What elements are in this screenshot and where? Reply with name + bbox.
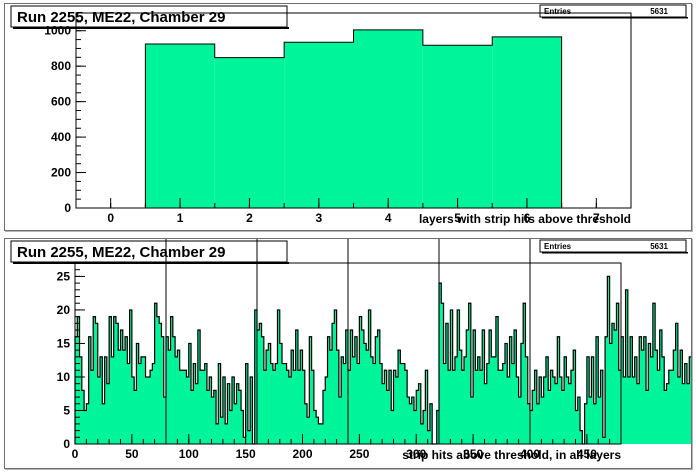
x-tick-label: 0 [72, 447, 79, 461]
histogram-panel-layers: Run 2255, ME22, Chamber 29 Entries 5631 0 20… [4, 3, 692, 231]
histogram-outline [74, 275, 691, 445]
x-tick-label: 2 [246, 211, 253, 225]
x-tick-label: 400 [520, 447, 540, 461]
y-tick-label: 0 [63, 437, 70, 451]
stats-label: Entries [544, 242, 572, 251]
x-tick-label: 350 [463, 447, 483, 461]
histogram-bar [284, 42, 354, 208]
x-tick-label: 50 [125, 447, 139, 461]
stats-value: 5631 [650, 242, 668, 251]
layers-histogram: Run 2255, ME22, Chamber 29 Entries 5631020… [10, 4, 688, 226]
y-tick-label: 600 [51, 95, 71, 109]
histogram-panel-strips: Run 2255, ME22, Chamber 29 Entries 5631 0 5 1… [4, 238, 692, 469]
stats-value: 5631 [650, 7, 668, 16]
stats-label: Entries [544, 7, 572, 16]
y-tick-label: 800 [51, 59, 71, 73]
x-tick-label: 1 [177, 211, 184, 225]
x-tick-label: 150 [236, 447, 256, 461]
x-tick-label: 250 [349, 447, 369, 461]
x-tick-label: 4 [385, 211, 392, 225]
x-tick-label: 200 [292, 447, 312, 461]
y-tick-label: 5 [63, 403, 70, 417]
histogram-fill [75, 276, 691, 444]
x-tick-label: 5 [454, 211, 461, 225]
strip-hits-histogram: Run 2255, ME22, Chamber 29 Entries 5631 0 5 1… [10, 239, 691, 462]
stats-box-shadow [542, 252, 688, 254]
x-tick-label: 0 [107, 211, 114, 225]
histogram-bar [214, 57, 285, 208]
x-tick-label: 300 [406, 447, 426, 461]
y-tick-label: 400 [51, 130, 71, 144]
title-box-shadow [13, 27, 289, 29]
y-tick-label: 20 [57, 303, 71, 317]
histogram-bar [422, 45, 493, 208]
y-tick-label: 0 [64, 201, 71, 215]
x-axis-label: strip hits above threshold, in all layer… [402, 448, 621, 462]
histogram-bar [145, 44, 215, 208]
histogram-outline [144, 29, 563, 208]
x-tick-label: 100 [179, 447, 199, 461]
x-tick-label: 3 [315, 211, 322, 225]
stats-box-shadow [542, 17, 688, 19]
x-tick-label: 450 [577, 447, 597, 461]
y-tick-label: 200 [51, 166, 71, 180]
histogram-bar [353, 29, 423, 208]
x-tick-label: 7 [593, 211, 600, 225]
y-tick-label: 25 [57, 269, 71, 283]
histogram-bar [492, 36, 562, 208]
y-tick-label: 10 [57, 370, 71, 384]
chart-title: Run 2255, ME22, Chamber 29 [17, 244, 225, 261]
y-tick-label: 15 [57, 336, 71, 350]
y-tick-label: 1000 [44, 24, 71, 38]
x-tick-label: 6 [524, 211, 531, 225]
x-axis-label: layers with strip hits above threshold [419, 212, 631, 226]
